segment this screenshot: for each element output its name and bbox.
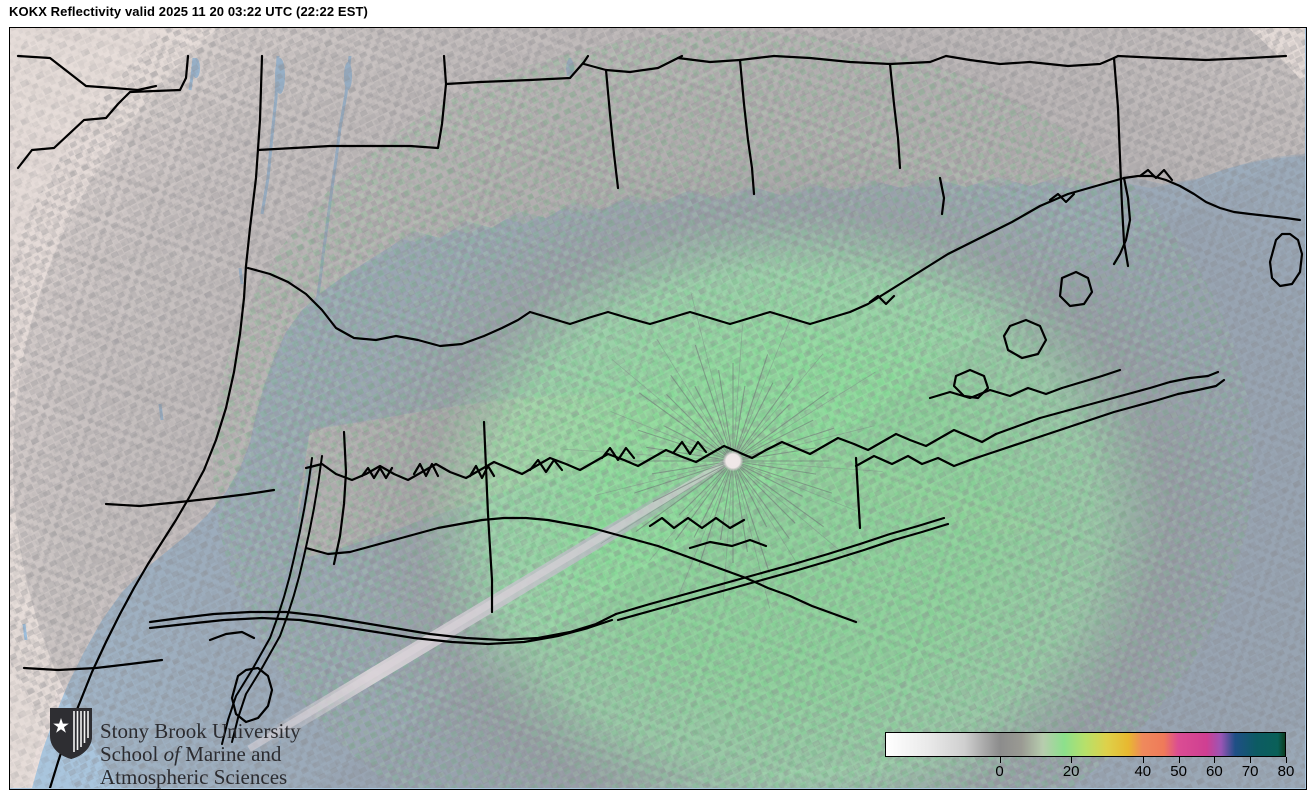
colorbar-tick — [1286, 757, 1287, 763]
logo-line-2: School of Marine and — [100, 742, 282, 766]
colorbar-tick — [1071, 757, 1073, 763]
sbu-logo: Stony Brook University School of Marine … — [48, 704, 308, 789]
colorbar-tick — [1178, 757, 1180, 763]
colorbar-tick-label: 70 — [1241, 763, 1259, 780]
map-frame[interactable]: Stony Brook University School of Marine … — [9, 27, 1307, 790]
colorbar-tick — [1142, 757, 1144, 763]
colorbar-gradient — [886, 733, 1285, 756]
page-title: KOKX Reflectivity valid 2025 11 20 03:22… — [9, 4, 368, 19]
radar-cone-of-silence — [723, 451, 743, 471]
logo-line-3: Atmospheric Sciences — [100, 765, 288, 789]
map-canvas[interactable]: Stony Brook University School of Marine … — [10, 28, 1305, 789]
colorbar-tick-label: 0 — [995, 763, 1004, 780]
colorbar-tick — [999, 757, 1001, 763]
logo-line-1: Stony Brook University — [100, 719, 301, 743]
shield-icon — [50, 708, 92, 759]
colorbar-gradient-frame — [885, 732, 1286, 757]
basemap-layer — [10, 28, 1305, 788]
colorbar-tick — [1250, 757, 1252, 763]
boundaries-layer — [16, 54, 1304, 788]
radar-echo-layer — [10, 28, 1305, 788]
colorbar-tick-label: 60 — [1206, 763, 1223, 780]
radar-spokes-fine — [563, 292, 883, 616]
colorbar-tick-label: 40 — [1134, 763, 1152, 780]
colorbar-tick — [1214, 757, 1216, 763]
colorbar-tick-label: 20 — [1062, 763, 1080, 780]
colorbar-tick-label: 50 — [1170, 763, 1187, 780]
colorbar: 0 20 40 50 60 70 80 — [876, 732, 1296, 784]
radar-spokes — [619, 344, 834, 574]
colorbar-tick-label: 80 — [1277, 763, 1295, 780]
logo-text: Stony Brook University School of Marine … — [100, 720, 301, 789]
